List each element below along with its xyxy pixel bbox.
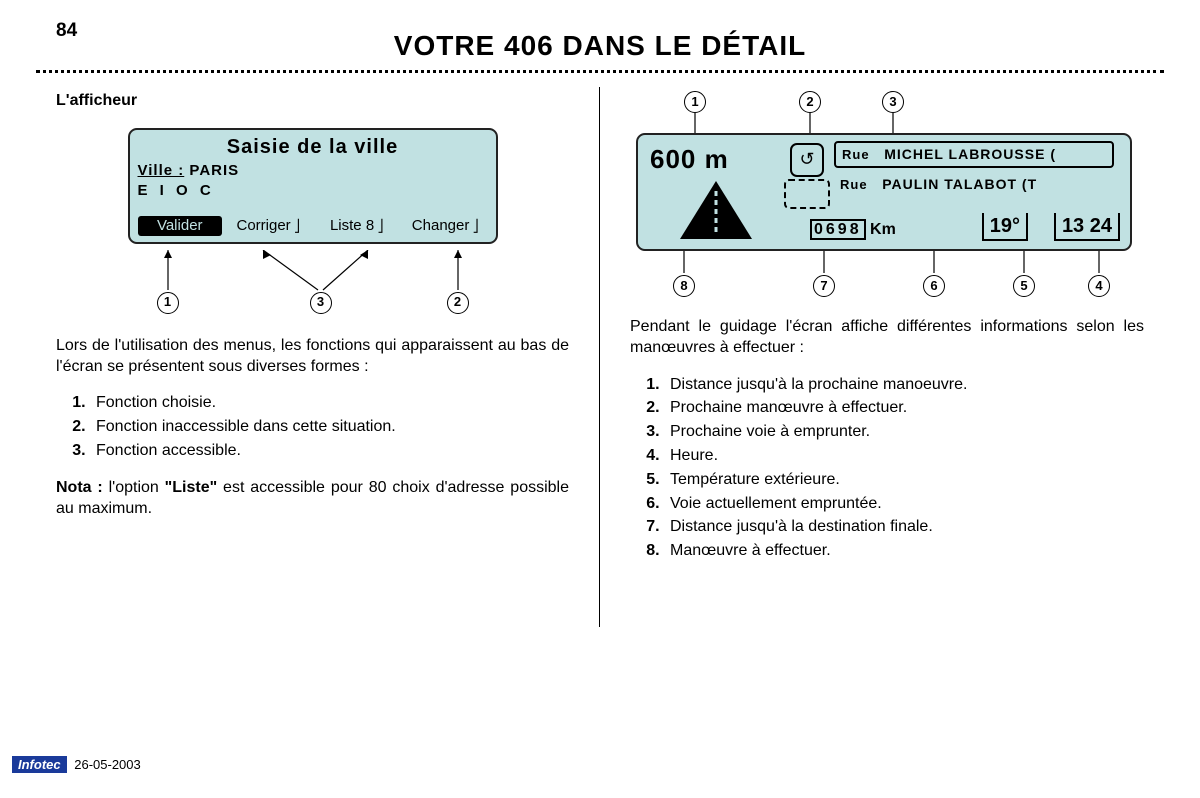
lcd-btn-changer: Changer	[403, 216, 488, 236]
lcd-title: Saisie de la ville	[138, 134, 488, 160]
list-item: Heure.	[664, 446, 1144, 467]
nota-label: Nota :	[56, 479, 103, 496]
maneuver-arrow-icon	[676, 181, 756, 243]
callout-bot-6: 6	[923, 275, 945, 297]
callout-2: 2	[447, 292, 469, 314]
section-heading: L'afficheur	[56, 91, 569, 112]
km-digits: 0698	[810, 219, 866, 240]
right-column: 1 2 3 600 m ↺	[600, 91, 1144, 627]
list-item: Voie actuellement empruntée.	[664, 494, 1144, 515]
callout-bot-5: 5	[1013, 275, 1035, 297]
street-name-1: MICHEL LABROUSSE (	[884, 146, 1056, 162]
left-intro: Lors de l'utilisation des menus, les fon…	[56, 336, 569, 378]
list-item: Distance jusqu'à la prochaine manoeuvre.	[664, 375, 1144, 396]
list-item: Manœuvre à effectuer.	[664, 541, 1144, 562]
list-item: Fonction choisie.	[90, 393, 569, 414]
list-item: Température extérieure.	[664, 470, 1144, 491]
list-item: Fonction inaccessible dans cette situati…	[90, 417, 569, 438]
rue-label-2: Rue	[840, 177, 868, 192]
left-column: L'afficheur Saisie de la ville Ville : P…	[56, 91, 599, 627]
ville-label: Ville :	[138, 162, 185, 179]
list-item: Distance jusqu'à la destination finale.	[664, 517, 1144, 538]
lcd-button-row: Valider Corriger Liste 8 Changer	[138, 216, 488, 236]
lcd-line-2: E I O C	[138, 181, 488, 201]
nota-bold: "Liste"	[165, 479, 218, 496]
callout-bot-4: 4	[1088, 275, 1110, 297]
lcd-btn-liste: Liste 8	[315, 216, 400, 236]
street-row-2: Rue PAULIN TALABOT (T	[834, 173, 1114, 196]
roundabout-icon: ↺	[790, 143, 824, 177]
lcd-btn-valider: Valider	[138, 216, 223, 236]
right-list: Distance jusqu'à la prochaine manoeuvre.…	[630, 375, 1144, 562]
list-item: Fonction accessible.	[90, 441, 569, 462]
callout-bot-7: 7	[813, 275, 835, 297]
nota-paragraph: Nota : l'option "Liste" est accessible p…	[56, 478, 569, 520]
lcd-btn-corriger: Corriger	[226, 216, 311, 236]
infotec-badge: Infotec	[12, 756, 67, 773]
list-item: Prochaine manœuvre à effectuer.	[664, 398, 1144, 419]
ville-value: PARIS	[189, 162, 239, 179]
callout-3: 3	[310, 292, 332, 314]
footer: Infotec 26-05-2003	[12, 757, 141, 772]
right-intro: Pendant le guidage l'écran affiche diffé…	[630, 317, 1144, 359]
distance-label: 600 m	[650, 143, 729, 177]
list-item: Prochaine voie à emprunter.	[664, 422, 1144, 443]
rue-label-1: Rue	[842, 147, 870, 162]
page-title: VOTRE 406 DANS LE DÉTAIL	[0, 0, 1200, 62]
street-name-2: PAULIN TALABOT (T	[882, 176, 1037, 192]
callouts-left: 1 3 2	[128, 250, 498, 320]
callout-1: 1	[157, 292, 179, 314]
left-list: Fonction choisie. Fonction inaccessible …	[56, 393, 569, 461]
dotted-divider	[36, 70, 1164, 73]
page-number: 84	[56, 20, 77, 42]
lcd-display-guidance: 600 m ↺ Rue MICHEL LABROUSSE ( Rue PAULI…	[636, 133, 1132, 251]
km-unit: Km	[870, 221, 896, 238]
time-readout: 13 24	[1054, 213, 1120, 241]
temperature-readout: 19°	[982, 213, 1028, 241]
footer-date: 26-05-2003	[74, 757, 141, 772]
nota-pre: l'option	[103, 479, 165, 496]
lcd2-wrapper: 1 2 3 600 m ↺	[624, 91, 1144, 301]
lcd-display-city-entry: Saisie de la ville Ville : PARIS E I O C…	[128, 128, 498, 244]
lcd-line-1: Ville : PARIS	[138, 161, 488, 181]
km-readout: 0698 Km	[810, 220, 896, 241]
callout-bot-8: 8	[673, 275, 695, 297]
dashed-box-icon	[784, 179, 830, 209]
street-row-1: Rue MICHEL LABROUSSE (	[834, 141, 1114, 168]
